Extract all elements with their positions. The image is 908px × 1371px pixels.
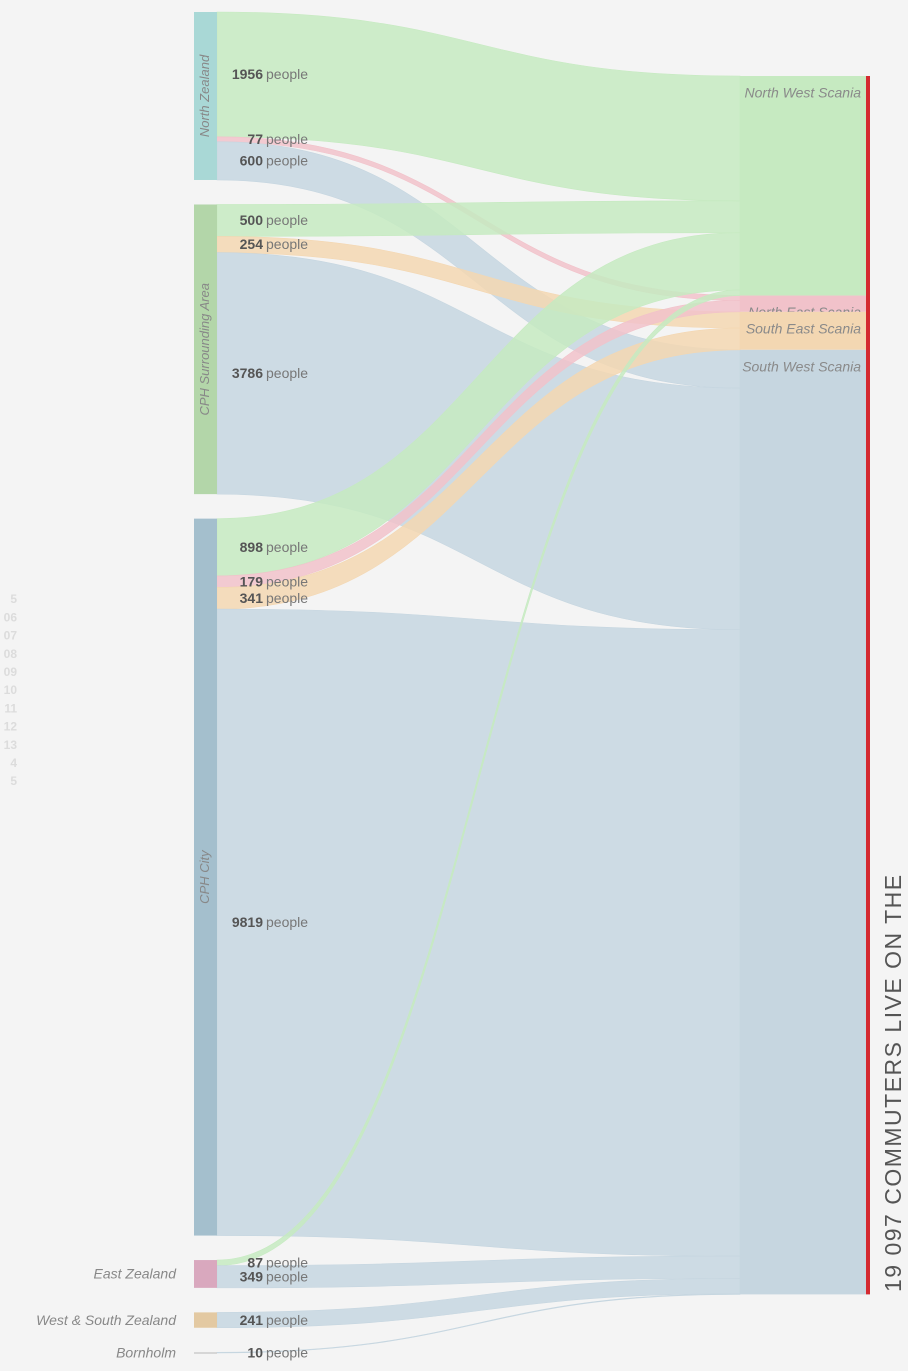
link-value: 179 — [240, 573, 264, 589]
link-unit: people — [266, 365, 308, 381]
link-value: 10 — [247, 1344, 263, 1360]
link-unit: people — [266, 153, 308, 169]
chart-title: 19 097 COMMUTERS LIVE ON THE — [880, 873, 906, 1292]
source-label: Bornholm — [116, 1345, 176, 1361]
link-value: 254 — [240, 236, 264, 252]
link-unit: people — [266, 1255, 308, 1271]
link-unit: people — [266, 573, 308, 589]
source-node — [194, 204, 217, 495]
link-unit: people — [266, 212, 308, 228]
link-unit: people — [266, 66, 308, 82]
side-label: 09 — [4, 665, 18, 679]
side-label: 07 — [4, 629, 18, 643]
target-label: South East Scania — [746, 321, 861, 337]
source-node — [194, 1260, 217, 1288]
link-value: 9819 — [232, 914, 263, 930]
link-unit: people — [266, 590, 308, 606]
target-label: North West Scania — [745, 85, 862, 101]
side-label: 08 — [4, 647, 18, 661]
link-value: 1956 — [232, 66, 263, 82]
target-node — [740, 295, 866, 312]
nodes: North West ScaniaNorth East ScaniaSouth … — [36, 12, 870, 1361]
source-node — [194, 518, 217, 1236]
side-label: 4 — [10, 756, 17, 770]
side-label: 5 — [10, 592, 17, 606]
link-unit: people — [266, 1268, 308, 1284]
target-node — [740, 76, 866, 296]
link-unit: people — [266, 131, 308, 147]
source-node — [194, 12, 217, 180]
side-label: 06 — [4, 610, 18, 624]
side-label: 13 — [4, 738, 18, 752]
side-label: 12 — [4, 720, 18, 734]
source-label: CPH Surrounding Area — [197, 283, 212, 415]
side-label: 11 — [4, 701, 17, 715]
accent-bar — [866, 76, 870, 1295]
link-value: 87 — [247, 1255, 263, 1271]
link-value: 241 — [240, 1312, 264, 1328]
link-value: 77 — [247, 131, 263, 147]
link-unit: people — [266, 914, 308, 930]
link-unit: people — [266, 1312, 308, 1328]
source-node — [194, 1312, 217, 1328]
target-label: South West Scania — [742, 359, 861, 375]
link-value: 600 — [240, 153, 264, 169]
source-label: West & South Zealand — [36, 1312, 177, 1328]
target-node — [740, 349, 866, 1295]
target-node — [740, 311, 866, 350]
source-label: East Zealand — [94, 1266, 178, 1282]
link — [216, 1293, 741, 1354]
side-label: 5 — [10, 774, 17, 788]
source-label: North Zealand — [197, 54, 212, 137]
link-unit: people — [266, 236, 308, 252]
side-label: 10 — [4, 683, 18, 697]
link-value: 3786 — [232, 365, 263, 381]
source-node — [194, 1352, 217, 1354]
links — [216, 11, 741, 1354]
link-value: 341 — [240, 590, 264, 606]
link-unit: people — [266, 539, 308, 555]
link-value: 898 — [240, 539, 264, 555]
source-label: CPH City — [197, 849, 212, 904]
link-value: 349 — [240, 1268, 264, 1284]
link-unit: people — [266, 1344, 308, 1360]
link — [216, 608, 741, 1257]
link-value: 500 — [240, 212, 264, 228]
